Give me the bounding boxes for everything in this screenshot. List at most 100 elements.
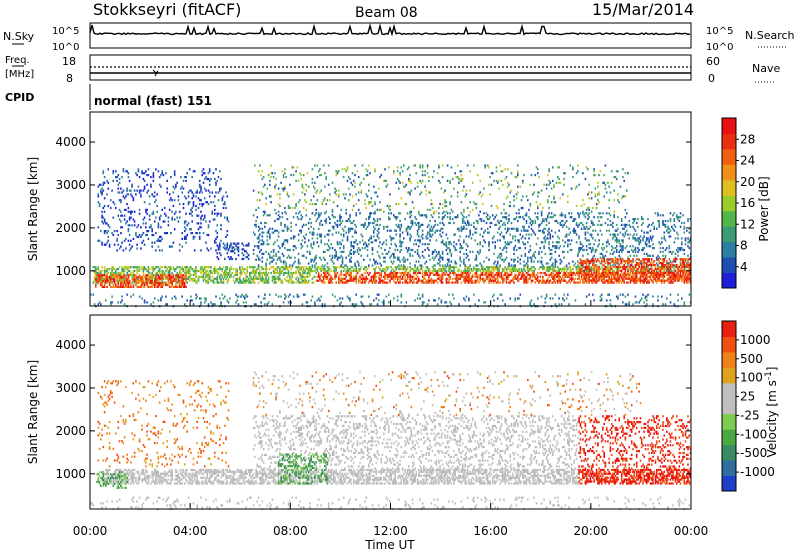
power-pixel	[146, 191, 148, 193]
power-pixel	[161, 286, 163, 288]
power-pixel	[353, 253, 355, 255]
power-pixel	[290, 268, 292, 270]
power-pixel	[616, 241, 618, 243]
power-pixel	[468, 276, 470, 278]
power-pixel	[300, 247, 302, 249]
power-pixel	[449, 251, 451, 253]
power-pixel	[391, 255, 393, 257]
power-pixel	[567, 268, 569, 270]
power-pixel	[233, 276, 235, 278]
power-pixel	[158, 274, 160, 276]
power-pixel	[293, 249, 295, 251]
power-pixel	[95, 286, 97, 288]
power-pixel	[258, 268, 260, 270]
power-pixel	[262, 235, 264, 237]
power-pixel	[269, 255, 271, 257]
power-pixel	[339, 224, 341, 226]
power-pixel	[313, 232, 315, 234]
power-pixel	[372, 282, 374, 284]
power-pixel	[427, 266, 429, 268]
power-pixel	[262, 239, 264, 241]
power-pixel	[275, 212, 277, 214]
power-pixel	[413, 282, 415, 284]
power-pixel	[560, 259, 562, 261]
power-pixel	[562, 239, 564, 241]
power-pixel	[478, 214, 480, 216]
power-pixel	[466, 249, 468, 251]
power-pixel	[139, 270, 141, 272]
power-pixel	[613, 251, 615, 253]
power-pixel	[364, 247, 366, 249]
power-pixel	[463, 216, 465, 218]
power-pixel	[101, 270, 103, 272]
power-pixel	[525, 237, 527, 239]
power-pixel	[298, 234, 300, 236]
power-pixel	[371, 278, 373, 280]
power-pixel	[610, 253, 612, 255]
power-pixel	[591, 235, 593, 237]
power-pixel	[303, 255, 305, 257]
power-pixel	[183, 268, 185, 270]
power-pixel	[237, 272, 239, 274]
power-pixel	[387, 230, 389, 232]
power-pixel	[630, 282, 632, 284]
power-pixel	[154, 280, 156, 282]
power-pixel	[386, 239, 388, 241]
power-pixel	[161, 238, 163, 240]
power-pixel	[353, 247, 355, 249]
power-pixel	[676, 214, 678, 216]
power-pixel	[494, 216, 496, 218]
power-pixel	[195, 195, 197, 197]
power-pixel	[428, 249, 430, 251]
power-pixel	[494, 245, 496, 247]
power-pixel	[585, 234, 587, 236]
power-pixel	[144, 180, 146, 182]
power-pixel	[615, 234, 617, 236]
power-pixel	[191, 215, 193, 217]
power-pixel	[247, 276, 249, 278]
power-pixel	[290, 257, 292, 259]
power-pixel	[488, 276, 490, 278]
power-pixel	[204, 178, 206, 180]
power-pixel	[479, 249, 481, 251]
power-pixel	[305, 234, 307, 236]
power-pixel	[343, 234, 345, 236]
power-pixel	[515, 239, 517, 241]
power-pixel	[150, 224, 152, 226]
power-pixel	[404, 272, 406, 274]
power-pixel	[562, 276, 564, 278]
power-pixel	[193, 238, 195, 240]
power-pixel	[428, 255, 430, 257]
power-pixel	[409, 239, 411, 241]
power-pixel	[635, 237, 637, 239]
power-pixel	[354, 264, 356, 266]
power-pixel	[203, 168, 205, 170]
power-pixel	[522, 216, 524, 218]
power-pixel	[364, 268, 366, 270]
power-pixel	[116, 238, 118, 240]
power-pixel	[457, 280, 459, 282]
power-pixel	[528, 234, 530, 236]
power-pixel	[204, 268, 206, 270]
power-pixel	[592, 282, 594, 284]
power-pixel	[538, 226, 540, 228]
power-pixel	[320, 259, 322, 261]
power-pixel	[518, 212, 520, 214]
power-pixel	[149, 215, 151, 217]
power-pixel	[419, 239, 421, 241]
power-pixel	[126, 188, 128, 190]
power-pixel	[442, 232, 444, 234]
power-pixel	[658, 224, 660, 226]
power-pixel	[504, 224, 506, 226]
power-pixel	[106, 286, 108, 288]
power-pixel	[95, 270, 97, 272]
power-pixel	[110, 280, 112, 282]
power-pixel	[464, 282, 466, 284]
power-pixel	[99, 205, 101, 207]
power-pixel	[432, 216, 434, 218]
power-pixel	[347, 239, 349, 241]
power-pixel	[183, 203, 185, 205]
power-pixel	[555, 262, 557, 264]
power-pixel	[525, 243, 527, 245]
power-pixel	[110, 207, 112, 209]
